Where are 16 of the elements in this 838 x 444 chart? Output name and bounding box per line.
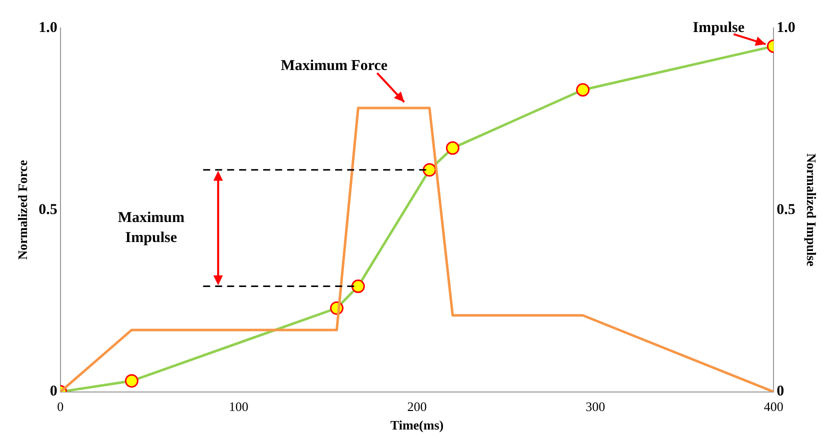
y-tick-label: 0: [50, 384, 58, 400]
annotation: Maximum Force: [280, 58, 388, 74]
y2-tick-label: 0.5: [776, 202, 796, 218]
y-axis-title: Normalized Force: [15, 160, 30, 260]
x-axis-title: Time(ms): [390, 418, 444, 433]
y2-axis-title: Normalized Impulse: [804, 153, 819, 267]
x-tick-label: 200: [407, 399, 427, 414]
annotation: Maximum Impulse: [118, 210, 185, 246]
x-tick-label: 300: [586, 399, 606, 414]
y-tick-label: 0.5: [38, 202, 58, 218]
y-tick-label: 1.0: [38, 20, 58, 36]
annotation: Impulse: [692, 20, 745, 36]
y2-tick-label: 1.0: [776, 20, 796, 36]
x-tick-label: 400: [764, 399, 784, 414]
x-tick-label: 100: [228, 399, 248, 414]
y2-tick-label: 0: [776, 384, 784, 400]
